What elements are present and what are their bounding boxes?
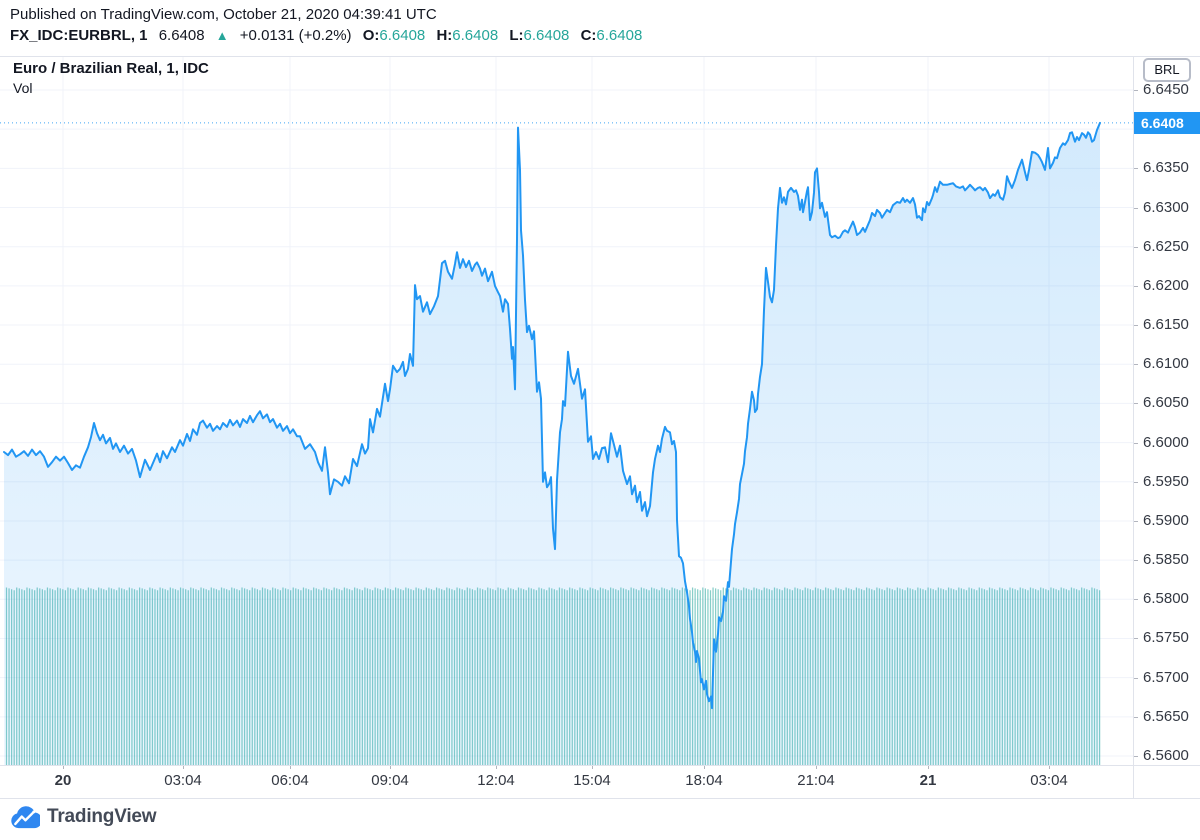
high-value: 6.6408 (452, 27, 499, 44)
price-tick-label: 6.5650 (1143, 707, 1189, 725)
price-scale-separator (1133, 56, 1134, 798)
price-tick-mark (1133, 325, 1138, 327)
time-tick-label: 15:04 (573, 772, 611, 789)
price-line (3, 121, 1101, 710)
time-scale-separator (0, 765, 1200, 766)
price-tick-mark (1133, 677, 1138, 679)
price-tick-mark (1133, 403, 1138, 405)
time-tick-label: 21:04 (797, 772, 835, 789)
price-change: +0.0131 (+0.2%) (239, 27, 352, 44)
price-tick-mark (1133, 246, 1138, 248)
time-tick-mark (592, 765, 593, 769)
price-tick-label: 6.6150 (1143, 316, 1189, 334)
volume-indicator-label: Vol (13, 80, 33, 96)
price-tick-mark (1133, 520, 1138, 522)
time-tick-mark (496, 765, 497, 769)
time-tick-mark (816, 765, 817, 769)
price-tick-label: 6.5700 (1143, 668, 1189, 686)
time-tick-mark (63, 765, 64, 769)
price-tick-mark (1133, 481, 1138, 483)
price-tick-mark (1133, 599, 1138, 601)
time-tick-label: 12:04 (477, 772, 515, 789)
price-tick-label: 6.6200 (1143, 276, 1189, 294)
area-fill (4, 122, 1100, 765)
last-price-label: 6.6408 (1134, 111, 1200, 134)
close-value: 6.6408 (596, 27, 643, 44)
price-tick-mark (1133, 90, 1138, 91)
price-chart-canvas (0, 56, 1133, 765)
price-tick-mark (1133, 207, 1138, 209)
brand-link[interactable]: TradingView (47, 806, 157, 827)
time-tick-label: 06:04 (271, 772, 309, 789)
price-tick-mark (1133, 364, 1138, 366)
time-tick-label: 20 (54, 772, 72, 789)
price-tick-mark (1133, 716, 1138, 718)
header: Published on TradingView.com, October 21… (10, 5, 642, 46)
time-tick-mark (704, 765, 705, 769)
time-tick-mark (928, 765, 929, 769)
price-tick-mark (1133, 560, 1138, 562)
price-tick-label: 6.5850 (1143, 551, 1189, 569)
low-label: L: (509, 27, 524, 44)
price-tick-label: 6.6450 (1143, 81, 1189, 98)
time-scale: 20 03:04 06:04 09:04 12:04 15:04 18:04 21:04 21 0… (0, 765, 1133, 798)
price-tick-label: 6.6250 (1143, 237, 1189, 255)
published-caption: Published on TradingView.com, October 21… (10, 6, 437, 23)
open-value: 6.6408 (379, 27, 426, 44)
price-tick-label: 6.6000 (1143, 433, 1189, 451)
high-label: H: (436, 27, 453, 44)
price-tick-mark (1133, 285, 1138, 287)
time-tick-label: 03:04 (164, 772, 202, 789)
price-tick-label: 6.6050 (1143, 394, 1189, 412)
price-tick-label: 6.5950 (1143, 472, 1189, 490)
price-tick-label: 6.6300 (1143, 198, 1189, 216)
chart-legend: Euro / Brazilian Real, 1, IDC Vol (13, 59, 209, 98)
price-tick-label: 6.5600 (1143, 747, 1189, 764)
quote-line: FX_IDC:EURBRL, 1 6.6408 ▲ +0.0131 (+0.2%… (10, 26, 642, 46)
price-tick-mark (1133, 756, 1138, 757)
chart-title: Euro / Brazilian Real, 1, IDC (13, 60, 209, 77)
price-tick-label: 6.6350 (1143, 159, 1189, 177)
time-tick-label: 21 (919, 772, 937, 789)
price-scale: BRL 6.6408 6.64506.64006.63506.63006.625… (1133, 56, 1200, 798)
open-label: O: (362, 27, 380, 44)
tradingview-logo-icon (11, 806, 40, 829)
close-label: C: (580, 27, 597, 44)
price-tick-mark (1133, 442, 1138, 444)
price-tick-mark (1133, 638, 1138, 640)
time-tick-label: 09:04 (371, 772, 409, 789)
time-tick-mark (183, 765, 184, 769)
price-chart-pane: Euro / Brazilian Real, 1, IDC Vol (0, 56, 1133, 765)
price-tick-mark (1133, 168, 1138, 170)
time-tick-mark (390, 765, 391, 769)
price-tick-label: 6.5750 (1143, 629, 1189, 647)
price-tick-label: 6.5800 (1143, 590, 1189, 608)
time-tick-label: 18:04 (685, 772, 723, 789)
low-value: 6.6408 (523, 27, 570, 44)
time-tick-mark (290, 765, 291, 769)
footer: TradingView (10, 805, 157, 829)
up-arrow-icon: ▲ (215, 28, 229, 43)
chart-bottom-border (0, 798, 1200, 799)
symbol-label: FX_IDC:EURBRL, 1 (10, 27, 148, 44)
last-price: 6.6408 (158, 27, 205, 44)
price-tick-label: 6.6100 (1143, 355, 1189, 373)
time-tick-label: 03:04 (1030, 772, 1068, 789)
chart-top-border (0, 56, 1200, 57)
currency-badge: BRL (1143, 58, 1191, 82)
time-tick-mark (1049, 765, 1050, 769)
price-tick-label: 6.5900 (1143, 511, 1189, 529)
